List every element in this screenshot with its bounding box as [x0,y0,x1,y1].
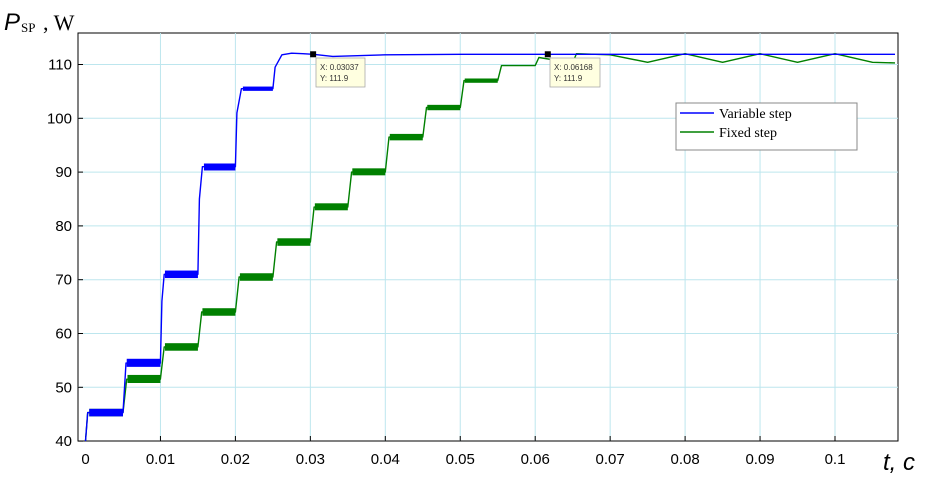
datatip-2-marker[interactable] [544,51,551,58]
legend-box [675,102,858,151]
y-tick-label: 80 [55,218,72,235]
x-tick-label: 0.05 [446,451,475,468]
y-axis-label: P SP , W [4,9,75,36]
legend-label-variable-step: Variable step [719,107,792,122]
y-tick-label: 100 [47,110,72,127]
y-axis-label-subscript: SP [21,20,35,35]
series-line-variable-step [84,52,895,442]
datatip-2-x: X: 0.06168 [554,63,593,72]
x-tick-label: 0.02 [221,451,250,468]
y-tick-label: 70 [55,272,72,289]
y-tick-label: 90 [55,164,72,181]
datatip-1-y: Y: 111.9 [320,74,349,83]
datatip-2-box [549,57,601,88]
datatip-1[interactable]: X: 0.03037 Y: 111.9 [310,51,366,88]
x-tick-label: 0.07 [596,451,625,468]
datatip-1-marker[interactable] [310,51,317,58]
plot-area: 0 0.01 0.02 0.03 0.04 0.05 0.06 0.07 0.08 0.09 0.1… [47,32,899,468]
x-tick-label: 0 [81,451,89,468]
datatip-1-box [315,57,366,88]
y-tick-label: 50 [55,379,72,396]
x-tick-label: 0.03 [296,451,325,468]
x-tick-label: 0.06 [521,451,550,468]
x-tick-label: 0.04 [371,451,400,468]
legend-label-fixed-step: Fixed step [719,126,777,141]
datatip-1-x: X: 0.03037 [320,63,359,72]
y-tick-label: 60 [55,326,72,343]
x-tick-label: 0.08 [670,451,699,468]
y-axis-label-symbol: P [4,9,20,36]
plot-frame [77,32,899,442]
x-tick-label: 0.09 [745,451,774,468]
y-axis-label-unit: , W [43,10,75,35]
x-tick-label: 0.1 [825,451,846,468]
y-tick-label: 110 [48,57,72,74]
datatip-2-y: Y: 111.9 [554,74,583,83]
y-tick-label: 40 [55,433,72,450]
datatip-2[interactable]: X: 0.06168 Y: 111.9 [544,51,601,88]
legend: Variable step Fixed step [675,102,858,151]
x-axis-label: t, c [883,449,915,476]
x-tick-label: 0.01 [146,451,175,468]
